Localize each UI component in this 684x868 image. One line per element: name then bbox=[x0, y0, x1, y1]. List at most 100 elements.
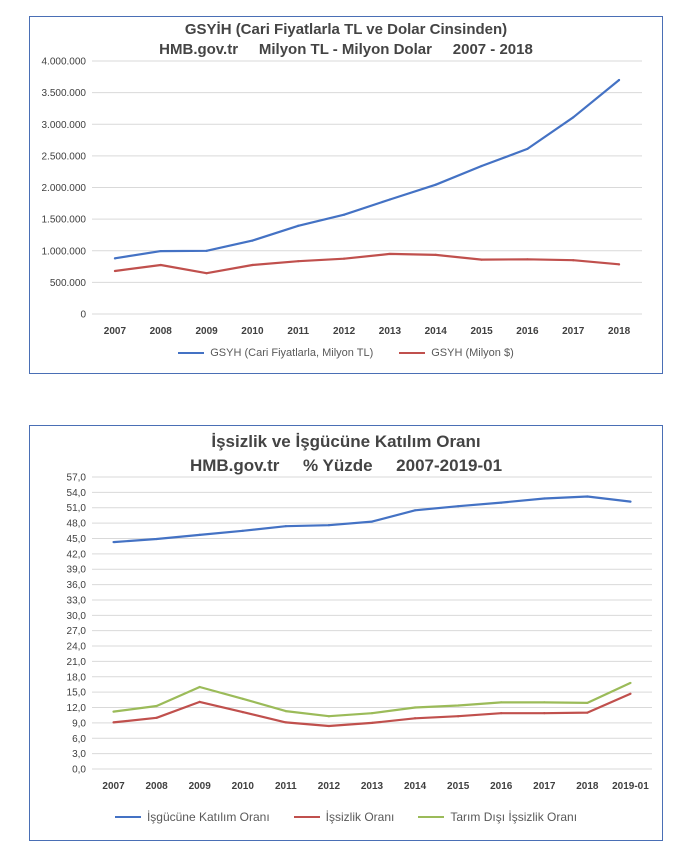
legend-swatch-gdp-tl bbox=[178, 352, 205, 354]
legend-swatch-gdp-usd bbox=[399, 352, 426, 354]
unemployment-chart-ytick-label: 33,0 bbox=[67, 595, 87, 606]
unemployment-chart-series-2-point bbox=[586, 701, 589, 705]
gdp-chart-xtick-label: 2015 bbox=[470, 326, 493, 337]
gdp-chart-series-1-point bbox=[342, 257, 346, 260]
unemployment-chart-series-1-point bbox=[413, 717, 417, 720]
unemployment-chart-xtick-label: 2014 bbox=[404, 781, 427, 792]
unemployment-chart-series-1-point bbox=[155, 716, 158, 719]
gdp-chart-title-line1: GSYİH (Cari Fiyatlarla TL ve Dolar Cinsi… bbox=[184, 21, 508, 38]
unemployment-chart-series-1-point bbox=[327, 724, 331, 728]
gdp-chart-series-0-point bbox=[480, 164, 483, 168]
unemployment-chart-series-2-point bbox=[155, 704, 158, 708]
unemployment-chart-ytick-label: 51,0 bbox=[67, 503, 87, 514]
gdp-chart-panel: GSYİH (Cari Fiyatlarla TL ve Dolar Cinsi… bbox=[29, 16, 663, 374]
gdp-chart-series-0-point bbox=[251, 239, 254, 242]
gdp-chart-xtick-label: 2014 bbox=[425, 326, 448, 337]
gdp-chart-series-0-point bbox=[342, 213, 346, 216]
legend-item-gdp-tl: GSYH (Cari Fiyatlarla, Milyon TL) bbox=[178, 347, 373, 359]
gdp-chart-xtick-label: 2012 bbox=[333, 326, 356, 337]
unemployment-chart-series-1-point bbox=[457, 715, 460, 718]
unemployment-chart-series-1-point bbox=[500, 712, 503, 715]
gdp-chart-xtick-label: 2011 bbox=[287, 326, 309, 337]
unemployment-chart-series-0-point bbox=[284, 525, 287, 528]
gdp-chart-series-0-point bbox=[617, 78, 621, 82]
unemployment-chart-title-line1: İşsizlik ve İşgücüne Katılım Oranı bbox=[211, 432, 481, 451]
gdp-chart-series-1-point bbox=[388, 252, 392, 256]
unemployment-chart-series-0-point bbox=[198, 533, 201, 536]
unemployment-chart-ytick-label: 30,0 bbox=[67, 611, 87, 622]
gdp-chart-ytick-label: 500.000 bbox=[50, 278, 87, 289]
unemployment-chart-series-0-point bbox=[543, 497, 546, 500]
gdp-chart-plot: 0 500.000 1.000.000 1.500.000 2.000.000 2.500… bbox=[42, 57, 642, 337]
unemployment-chart-series-2-point bbox=[241, 697, 244, 700]
unemployment-chart-series-2-point bbox=[457, 704, 460, 707]
unemployment-chart-xtick-label: 2010 bbox=[232, 781, 255, 792]
unemployment-chart-series-2-point bbox=[543, 701, 546, 704]
gdp-chart-xtick-label: 2009 bbox=[195, 326, 218, 337]
unemployment-chart-xtick-label: 2011 bbox=[275, 781, 297, 792]
unemployment-chart-xtick-label: 2013 bbox=[361, 781, 384, 792]
unemployment-chart-series-line-1 bbox=[113, 692, 631, 728]
gdp-chart-ytick-label: 3.000.000 bbox=[42, 120, 87, 131]
gdp-chart-series-0-point bbox=[205, 249, 208, 252]
gdp-chart-ytick-label: 0 bbox=[80, 310, 86, 321]
legend-swatch-nonfarm-unemployment bbox=[418, 816, 445, 818]
gdp-chart-ytick-label: 3.500.000 bbox=[42, 88, 87, 99]
legend-item-gdp-usd: GSYH (Milyon $) bbox=[399, 347, 514, 359]
unemployment-chart-series-1-point bbox=[543, 712, 546, 715]
unemployment-chart-xtick-label: 2016 bbox=[490, 781, 513, 792]
unemployment-chart-series-1-point bbox=[370, 721, 374, 724]
unemployment-chart-panel: İşsizlik ve İşgücüne Katılım Oranı HMB.g… bbox=[29, 425, 663, 841]
gdp-chart-ytick-label: 1.500.000 bbox=[42, 215, 87, 226]
unemployment-chart-series-line-0 bbox=[113, 495, 631, 544]
gdp-chart-series-line-0 bbox=[114, 79, 620, 260]
gdp-chart-series-0-point bbox=[572, 116, 575, 119]
unemployment-chart-xtick-label: 2009 bbox=[189, 781, 212, 792]
gdp-chart-series-1-point bbox=[159, 263, 162, 267]
unemployment-chart-xtick-label: 2017 bbox=[533, 781, 556, 792]
gdp-chart-legend: GSYH (Cari Fiyatlarla, Milyon TL) GSYH (… bbox=[30, 347, 662, 359]
gdp-chart-series-1-point bbox=[572, 259, 575, 262]
unemployment-chart-xtick-label: 2012 bbox=[318, 781, 341, 792]
gdp-chart-xtick-label: 2007 bbox=[104, 326, 127, 337]
gdp-chart-series-1-point bbox=[434, 253, 437, 256]
unemployment-chart-series-0-point bbox=[457, 505, 460, 508]
gdp-chart-ytick-label: 2.500.000 bbox=[42, 151, 87, 162]
legend-swatch-participation bbox=[114, 816, 141, 818]
legend-label-unemployment: İşsizlik Oranı bbox=[325, 810, 395, 824]
gdp-chart-xtick-label: 2016 bbox=[516, 326, 539, 337]
unemployment-chart-series-1-point bbox=[241, 711, 244, 714]
unemployment-chart-series-2-point bbox=[629, 681, 632, 685]
gdp-chart-series-1-point bbox=[526, 258, 529, 261]
gdp-chart-ytick-label: 1.000.000 bbox=[42, 246, 87, 257]
gdp-chart-xtick-label: 2010 bbox=[241, 326, 264, 337]
unemployment-chart-series-1-point bbox=[284, 721, 287, 724]
unemployment-chart-ytick-label: 18,0 bbox=[67, 672, 87, 683]
unemployment-chart-series-1-point bbox=[629, 692, 632, 695]
gdp-chart-xtick-label: 2018 bbox=[608, 326, 631, 337]
unemployment-chart-series-0-point bbox=[370, 520, 374, 523]
gdp-chart-series-1-point bbox=[251, 263, 254, 267]
gdp-chart-series-1-point bbox=[113, 269, 117, 273]
legend-label-nonfarm-unemployment: Tarım Dışı İşsizlik Oranı bbox=[450, 810, 578, 824]
gdp-chart-xtick-label: 2013 bbox=[379, 326, 402, 337]
unemployment-chart-series-2-point bbox=[500, 701, 503, 704]
unemployment-chart-title-line2: HMB.gov.tr % Yüzde 2007-2019-01 bbox=[189, 456, 503, 475]
unemployment-chart-xtick-label: 2015 bbox=[447, 781, 470, 792]
unemployment-chart-series-2-point bbox=[198, 685, 201, 689]
unemployment-chart-series-0-point bbox=[241, 529, 244, 532]
unemployment-chart-ytick-label: 9,0 bbox=[72, 718, 86, 729]
gdp-chart-xtick-label: 2008 bbox=[150, 326, 173, 337]
legend-label-gdp-tl: GSYH (Cari Fiyatlarla, Milyon TL) bbox=[210, 347, 374, 359]
unemployment-chart-series-0-point bbox=[500, 501, 503, 504]
unemployment-chart-legend: İşgücüne Katılım Oranı İşsizlik Oranı Ta… bbox=[30, 810, 662, 824]
unemployment-chart-xtick-label: 2007 bbox=[102, 781, 125, 792]
gdp-chart-series-0-point bbox=[113, 257, 117, 260]
unemployment-chart-plot: 0,0 3,0 6,0 9,0 12,0 15,0 18,0 21,0 24,0 27,0 30,0… bbox=[67, 473, 652, 792]
legend-item-unemployment: İşsizlik Oranı bbox=[293, 810, 395, 824]
unemployment-chart-series-0-point bbox=[586, 495, 589, 498]
unemployment-chart-series-1-point bbox=[586, 711, 589, 714]
unemployment-chart-series-1-point bbox=[198, 700, 201, 703]
unemployment-chart-ytick-label: 48,0 bbox=[67, 519, 87, 530]
unemployment-chart-series-0-point bbox=[413, 509, 417, 512]
